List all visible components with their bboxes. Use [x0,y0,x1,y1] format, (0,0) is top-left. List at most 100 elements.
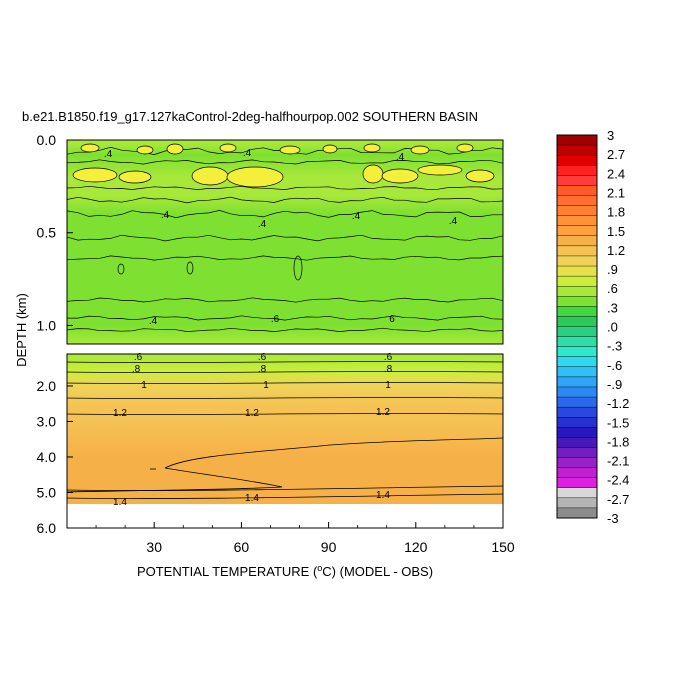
contour-label: 1.4 [376,490,390,501]
colorbar-label: -1.2 [607,396,629,411]
colorbar-swatch [556,185,598,196]
lower-contour-lines: .6.6.6.8.8.81 1 11.2 1.2 1.21.4 1.4 1.4 [66,352,504,508]
contour-label: .8 [384,364,393,375]
colorbar-label: -1.8 [607,434,629,449]
colorbar-swatch [556,205,598,217]
warm-anomaly-blob [191,166,229,186]
contour-label: .4 [352,211,361,222]
contour-label: 1 [263,380,269,391]
x-tick-label: 150 [491,539,515,555]
contour-label: 1.2 [376,407,390,418]
contour-label: .4 [149,316,158,327]
colorbar-swatch [556,296,598,307]
warm-anomaly-blob [465,169,495,183]
colorbar-label: .9 [607,262,618,277]
colorbar-label: .3 [607,300,618,315]
lower-panel-blank-region [67,504,503,528]
contour-line [66,185,504,190]
contour-label: .4 [161,210,170,221]
colorbar-swatch [556,396,598,408]
colorbar: 3 2.7 2.4 2.1 1.8 1.5 1.2 .9 .6 .3 .0 -.3 -.6 -.9 -1.2… [556,128,629,526]
colorbar-swatch [556,336,598,348]
colorbar-swatch [556,437,598,448]
colorbar-label: -2.7 [607,492,629,507]
warm-anomaly-blob [363,143,381,153]
y-tick-label: 6.0 [37,520,57,536]
colorbar-label: 1.2 [607,243,625,258]
colorbar-swatch [556,406,598,418]
upper-panel: .4 .4 .4 .4 .4 .4 .4 .4 .6 6 [66,139,504,345]
contour-line [66,210,503,219]
contour-closed-cell [186,261,194,275]
contour-label: .4 [258,219,267,230]
warm-anomaly-blob [72,167,118,183]
colorbar-swatch [556,447,598,458]
colorbar-swatch [556,245,598,257]
colorbar-swatch [556,275,598,287]
contour-label: 1 [141,380,147,391]
contour-label: .4 [243,148,252,159]
contour-label: .4 [449,216,458,227]
colorbar-swatch [556,265,598,277]
colorbar-label: -.6 [607,358,622,373]
colorbar-swatch [556,195,598,206]
colorbar-label: -2.1 [607,454,629,469]
colorbar-swatch [556,154,598,166]
warm-anomaly-blob [226,166,284,188]
warm-anomaly-blob [362,164,384,184]
y-tick-label: 2.0 [37,378,57,394]
colorbar-swatch [556,477,598,489]
contour-label: 1 [385,380,391,391]
contour-label: 6 [389,314,395,325]
lower-panel-field [67,354,503,504]
contour-label: .6 [384,352,393,363]
contour-line [67,315,504,321]
warm-anomaly-blob [322,144,338,154]
contour-label: .6 [258,352,267,363]
contour-label: 1.2 [245,408,259,419]
contour-line [66,159,504,165]
warm-anomaly-blob [219,143,237,153]
x-tick-label: 90 [321,539,337,555]
colorbar-swatch [556,507,598,519]
colorbar-label: -1.5 [607,415,629,430]
colorbar-frame [556,134,598,519]
colorbar-swatch [556,457,598,469]
contour-label: 1.4 [113,497,127,508]
contour-line [66,382,504,384]
colorbar-swatch [556,376,598,388]
colorbar-label: 2.7 [607,147,625,162]
colorbar-swatch [556,487,598,499]
contour-label: .4 [104,149,113,160]
warm-anomaly-blob [417,164,463,176]
colorbar-swatch [556,165,598,176]
colorbar-label: 1.5 [607,224,625,239]
colorbar-swatch [556,467,598,479]
warm-anomaly-blob [381,168,419,184]
colorbar-swatch [556,306,598,317]
x-axis-title: POTENTIAL TEMPERATURE (oC) (MODEL - OBS) [137,563,433,579]
contour-line [66,297,504,303]
colorbar-swatch [556,346,598,358]
y-tick-label: 4.0 [37,449,57,465]
axes: 30 60 90 120 150 0.0 0.5 1.0 2.0 3.0 4.0 5.0 6.0 [37,132,515,555]
colorbar-label: .0 [607,320,618,335]
warm-anomaly-blob [136,145,154,155]
upper-contour-lines: .4 .4 .4 .4 .4 .4 .4 .4 .6 6 [66,143,504,333]
colorbar-swatch [556,427,598,438]
colorbar-swatch [556,175,598,186]
y-tick-label: 1.0 [37,317,57,333]
warm-anomaly-blob [410,145,430,155]
contour-line [66,255,504,261]
contour-label: 1.2 [113,408,127,419]
colorbar-swatch [556,235,598,247]
warm-anomaly-blob [456,143,474,153]
colorbar-label: 3 [607,128,614,143]
colorbar-swatch [556,417,598,428]
contour-line [66,196,504,204]
y-tick-label: 0.0 [37,132,57,148]
colorbar-label: 2.1 [607,185,625,200]
lower-panel-frame [66,353,504,529]
colorbar-swatch [556,225,598,237]
contour-closed-cell [293,255,303,281]
